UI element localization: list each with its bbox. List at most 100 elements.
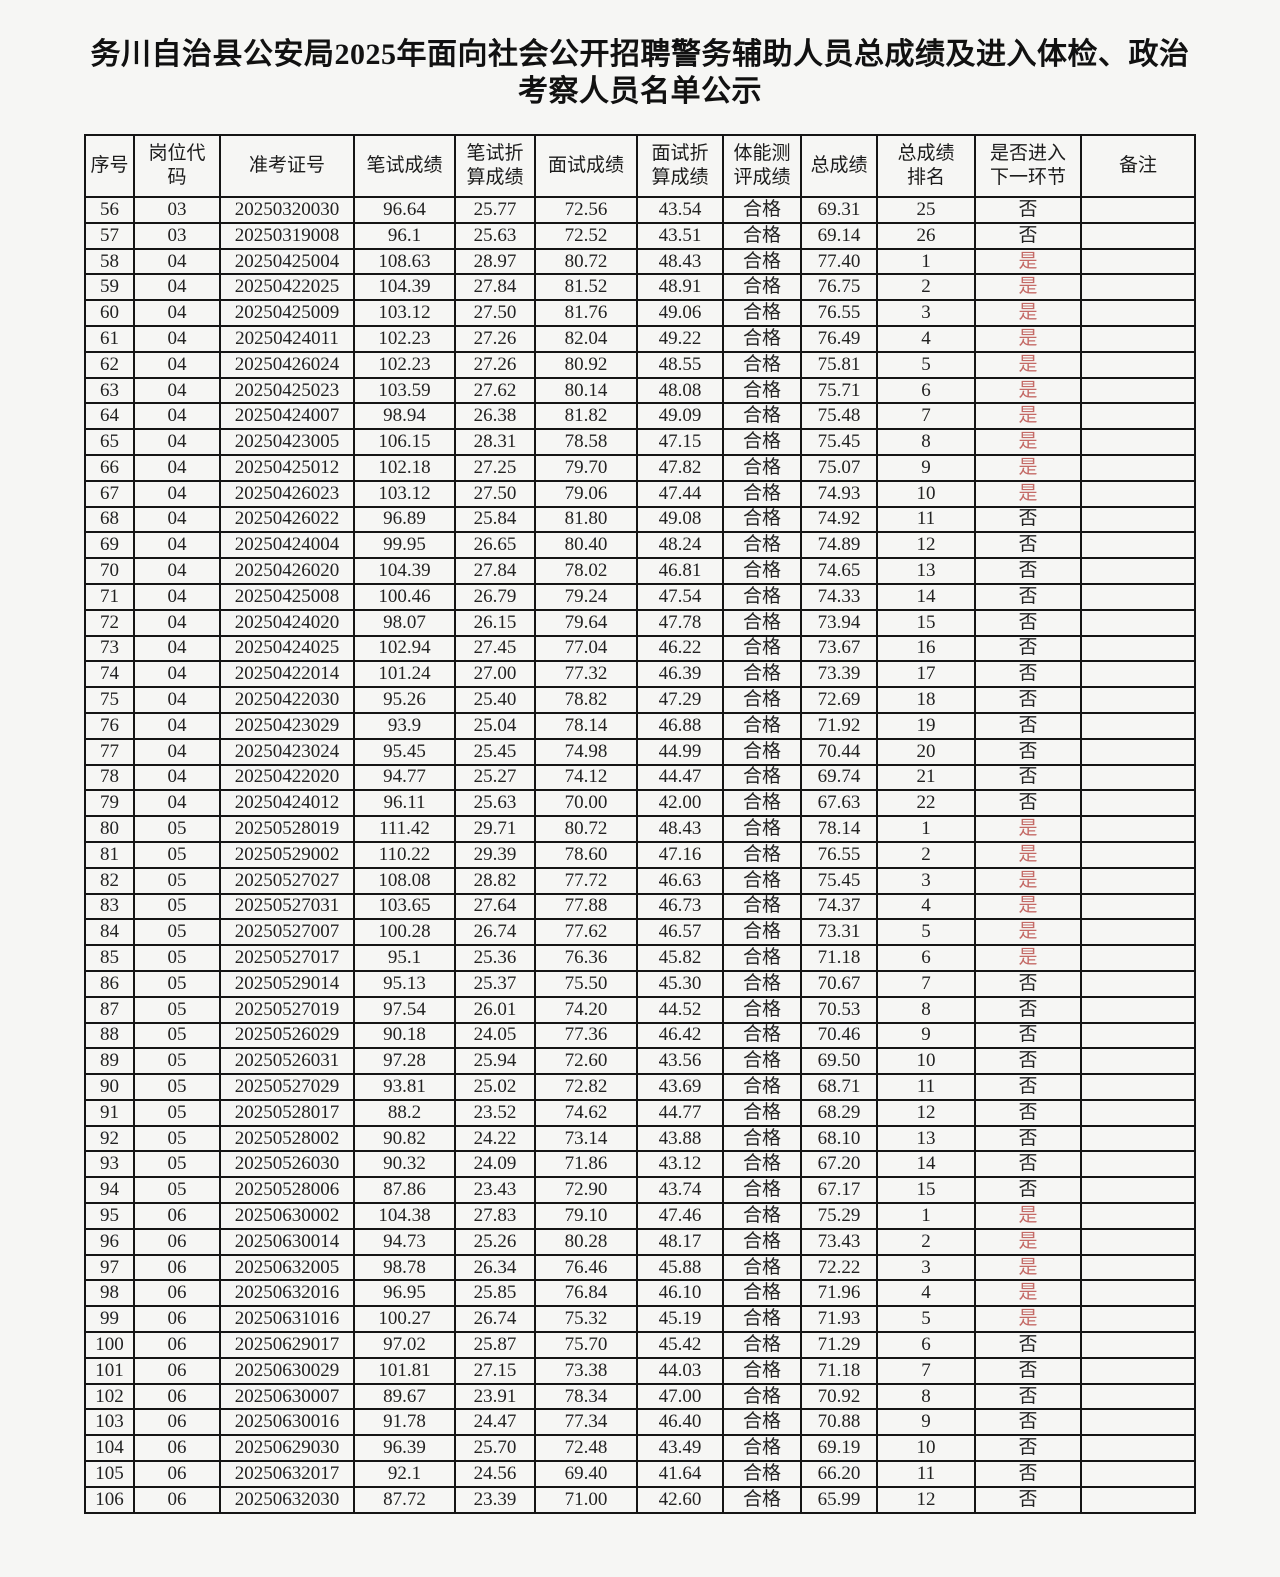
table-cell (1080, 453, 1196, 482)
table-cell: 06 (133, 1382, 221, 1411)
table-cell: 77.88 (534, 892, 638, 921)
table-cell: 75.45 (800, 866, 878, 895)
table-cell: 76.55 (800, 840, 878, 869)
table-cell (1080, 1021, 1196, 1050)
table-cell: 19 (876, 711, 976, 740)
table-row: 57 03 20250319008 96.1 25.63 72.52 43.51 合格 69.1… (84, 221, 1196, 250)
table-cell: 75.07 (800, 453, 878, 482)
table-cell: 48.17 (636, 1227, 724, 1256)
table-cell: 20250527031 (219, 892, 355, 921)
table-cell: 20250630014 (219, 1227, 355, 1256)
table-cell: 06 (133, 1227, 221, 1256)
table-cell: 合格 (722, 531, 802, 560)
table-cell: 77.32 (534, 660, 638, 689)
table-cell: 6 (876, 1331, 976, 1359)
table-cell: 73.67 (800, 634, 878, 663)
table-cell: 26.65 (454, 531, 536, 560)
table-cell: 合格 (722, 634, 802, 663)
table-cell: 77.72 (534, 866, 638, 895)
table-cell: 47.00 (636, 1382, 724, 1411)
table-row: 69 04 20250424004 99.95 26.65 80.40 48.24 合格 74.… (84, 531, 1196, 560)
table-cell: 81.52 (534, 273, 638, 302)
table-cell: 49.06 (636, 299, 724, 327)
table-cell: 91 (84, 1098, 135, 1127)
table-cell: 06 (133, 1253, 221, 1282)
table-cell: 5 (876, 350, 976, 379)
table-cell: 43.74 (636, 1176, 724, 1205)
table-cell: 04 (133, 453, 221, 482)
table-cell: 69 (84, 531, 135, 560)
table-cell: 04 (133, 660, 221, 689)
table-cell (1080, 582, 1196, 611)
table-row: 68 04 20250426022 96.89 25.84 81.80 49.08 合格 74.… (84, 505, 1196, 534)
table-cell (1080, 376, 1196, 405)
table-cell: 合格 (722, 1150, 802, 1179)
table-cell: 否 (974, 789, 1082, 818)
table-cell: 合格 (722, 479, 802, 508)
table-cell (1080, 505, 1196, 534)
table-cell: 合格 (722, 402, 802, 431)
table-cell: 82.04 (534, 324, 638, 353)
table-cell (1080, 892, 1196, 921)
table-cell (1080, 1408, 1196, 1437)
table-cell: 75.32 (534, 1305, 638, 1334)
table-cell: 06 (133, 1331, 221, 1359)
table-cell: 03 (133, 221, 221, 250)
table-cell: 89 (84, 1047, 135, 1076)
table-cell: 合格 (722, 350, 802, 379)
table-cell: 27.26 (454, 324, 536, 353)
table-cell: 04 (133, 737, 221, 766)
table-cell: 9 (876, 453, 976, 482)
table-cell: 20250423029 (219, 711, 355, 740)
table-cell: 102.23 (353, 350, 456, 379)
table-cell: 77.40 (800, 247, 878, 276)
table-row: 85 05 20250527017 95.1 25.36 76.36 45.82 合格 71.1… (84, 944, 1196, 972)
table-cell: 5 (876, 918, 976, 947)
table-row: 100 06 20250629017 97.02 25.87 75.70 45.42 合格 71… (84, 1331, 1196, 1359)
table-cell: 79.70 (534, 453, 638, 482)
table-cell: 98.78 (353, 1253, 456, 1282)
col-header-interview-converted-score: 面试折 算成绩 (636, 134, 724, 198)
table-cell (1080, 1098, 1196, 1127)
table-cell: 合格 (722, 1434, 802, 1463)
table-cell: 04 (133, 273, 221, 302)
table-cell: 102.23 (353, 324, 456, 353)
table-cell (1080, 763, 1196, 792)
table-cell: 20250422020 (219, 763, 355, 792)
table-cell: 26 (876, 221, 976, 250)
table-row: 56 03 20250320030 96.64 25.77 72.56 43.54 合格 69.… (84, 196, 1196, 224)
table-cell: 06 (133, 1202, 221, 1230)
table-cell: 62 (84, 350, 135, 379)
table-cell: 93 (84, 1150, 135, 1179)
table-cell: 是 (974, 918, 1082, 947)
table-cell: 04 (133, 247, 221, 276)
table-cell (1080, 1356, 1196, 1385)
table-cell: 81.82 (534, 402, 638, 431)
table-cell: 80.40 (534, 531, 638, 560)
table-cell: 87.86 (353, 1176, 456, 1205)
table-cell: 78.14 (534, 711, 638, 740)
table-cell: 81.76 (534, 299, 638, 327)
results-table-body: 56 03 20250320030 96.64 25.77 72.56 43.54 合格 69.… (84, 196, 1196, 1514)
table-cell: 73.39 (800, 660, 878, 689)
table-row: 97 06 20250632005 98.78 26.34 76.46 45.88 合格 72.… (84, 1253, 1196, 1282)
table-cell (1080, 247, 1196, 276)
table-cell: 7 (876, 969, 976, 998)
table-cell: 合格 (722, 918, 802, 947)
table-cell: 85 (84, 944, 135, 972)
table-cell: 合格 (722, 866, 802, 895)
table-cell: 88.2 (353, 1098, 456, 1127)
table-cell: 05 (133, 969, 221, 998)
table-cell (1080, 479, 1196, 508)
table-cell: 1 (876, 1202, 976, 1230)
table-cell: 71.93 (800, 1305, 878, 1334)
table-cell: 75.29 (800, 1202, 878, 1230)
table-cell: 75.45 (800, 428, 878, 456)
table-cell: 46.40 (636, 1408, 724, 1437)
table-cell: 44.47 (636, 763, 724, 792)
table-cell: 合格 (722, 944, 802, 972)
table-cell: 74.92 (800, 505, 878, 534)
table-cell: 99 (84, 1305, 135, 1334)
table-cell: 108.63 (353, 247, 456, 276)
table-cell: 合格 (722, 1227, 802, 1256)
